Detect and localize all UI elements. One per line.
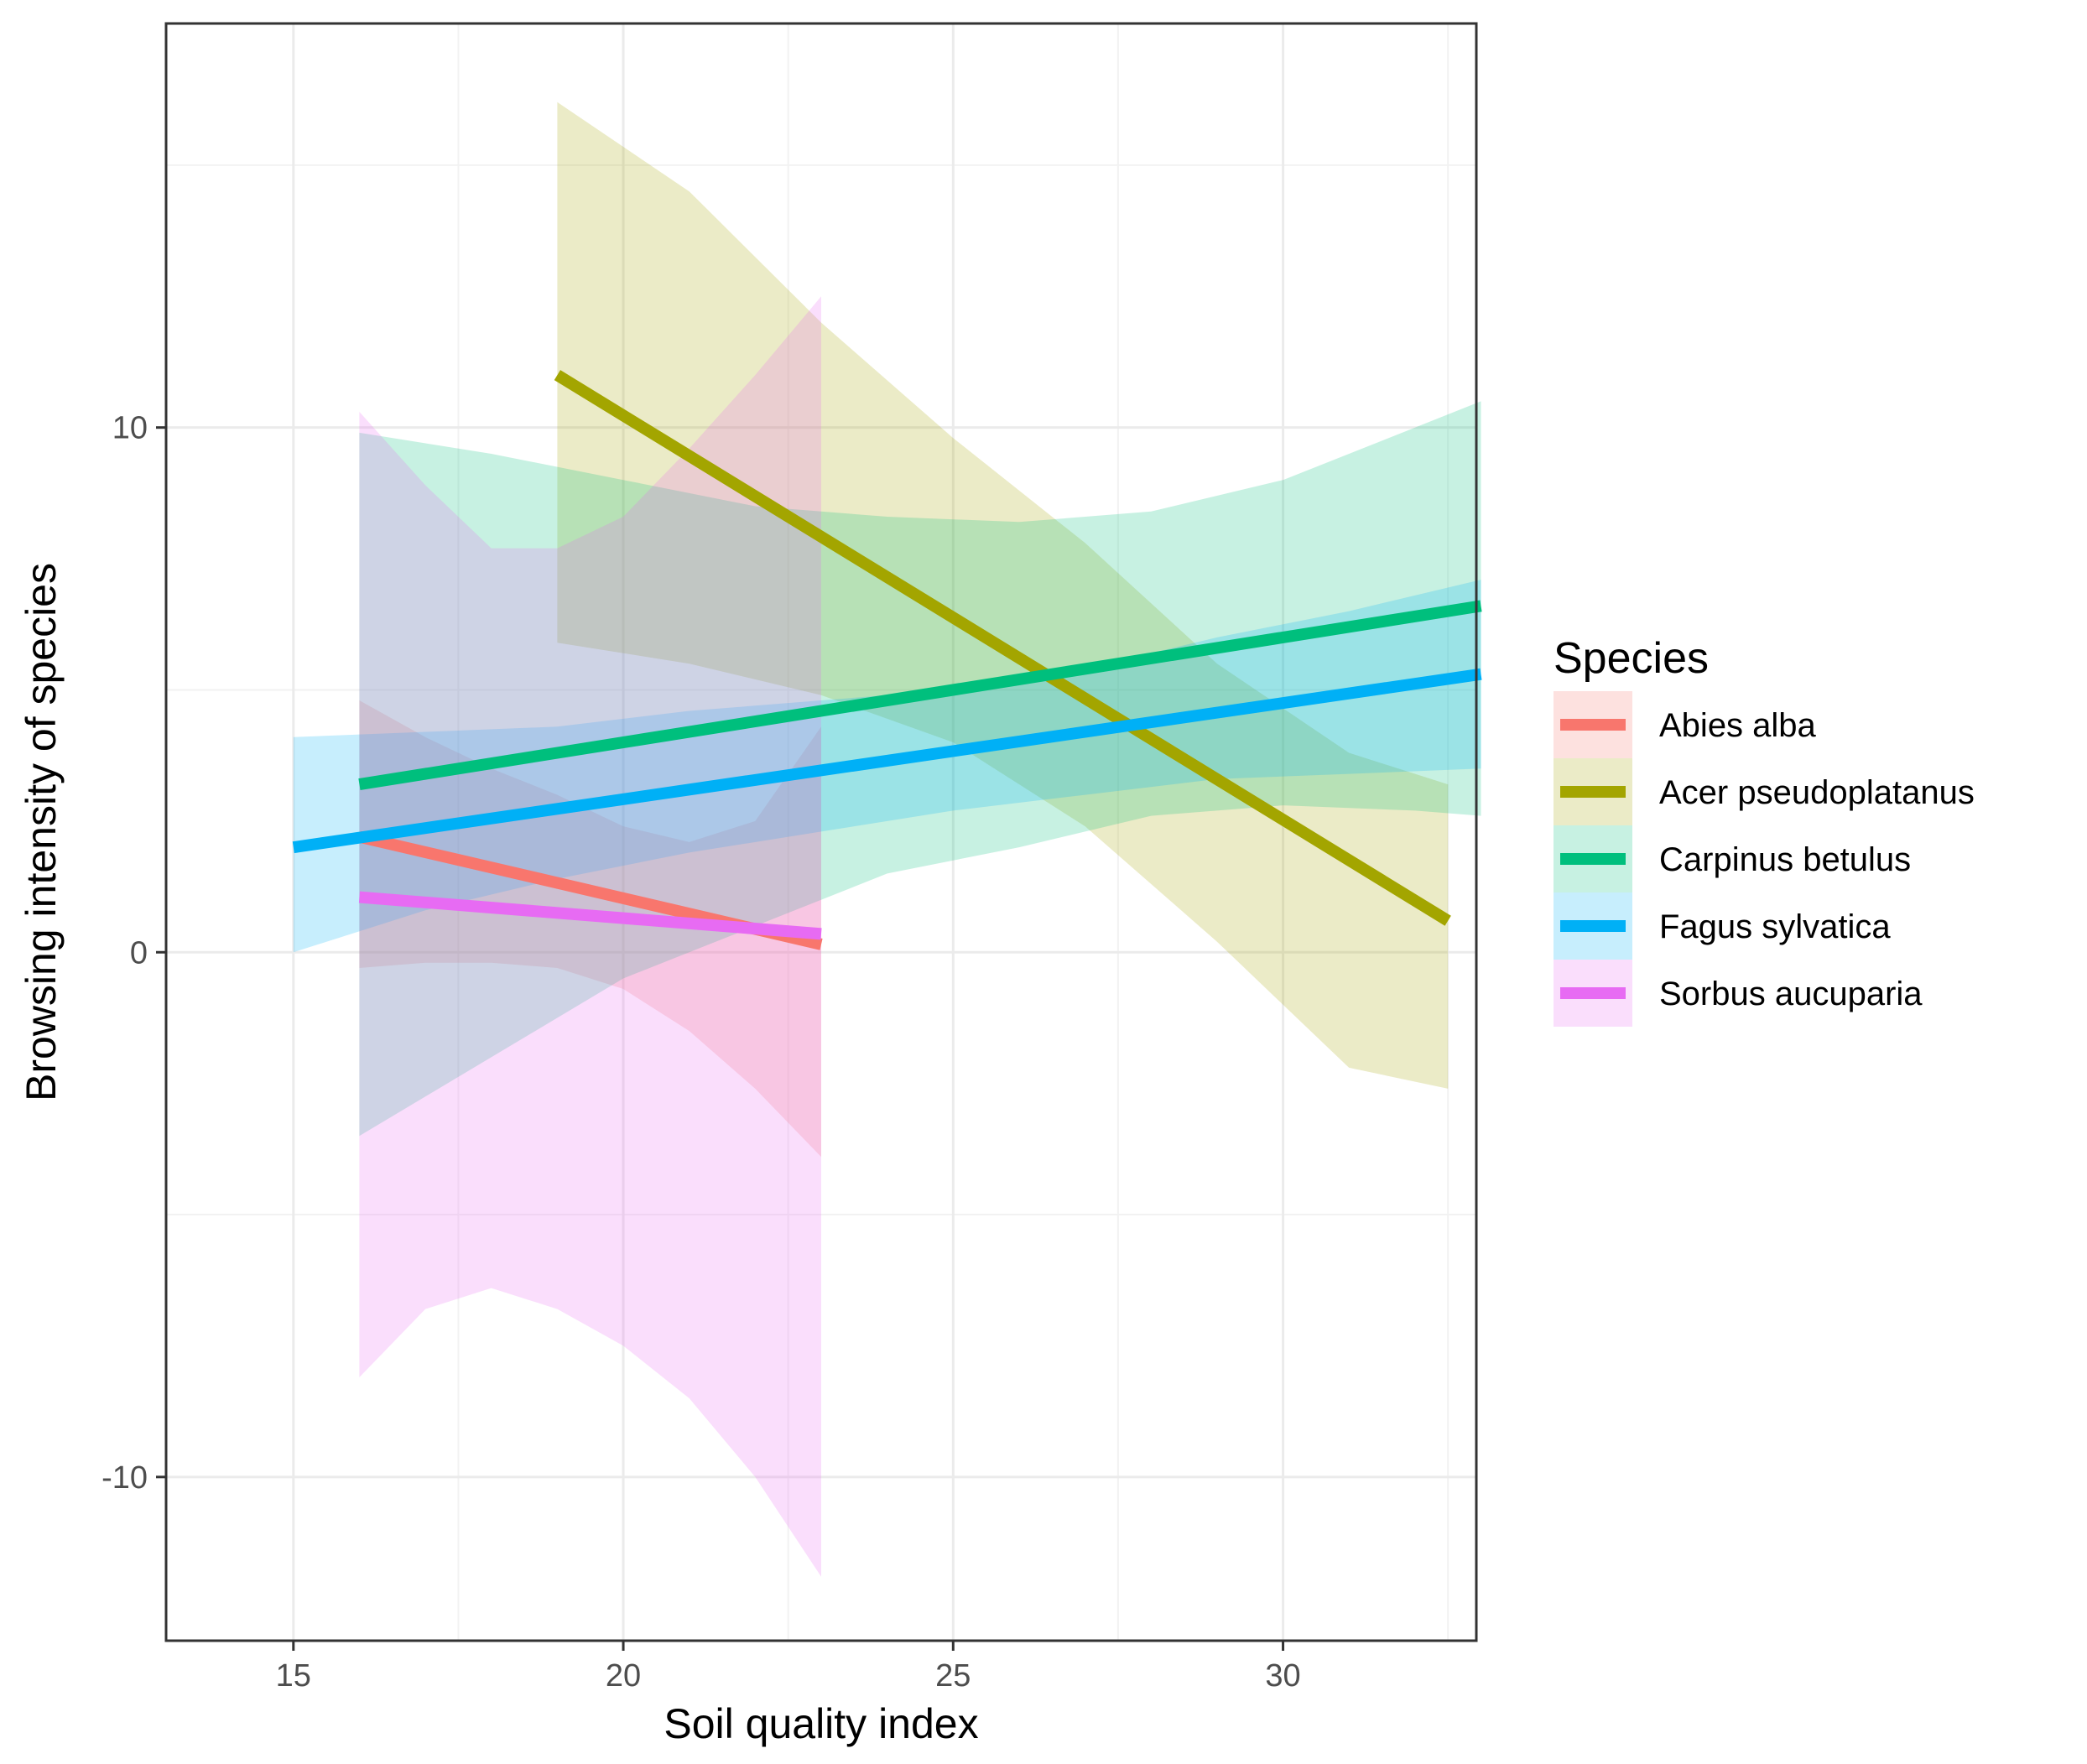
x-tick-label: 15: [276, 1658, 311, 1694]
confidence-bands: [293, 101, 1481, 1577]
x-axis-title: Soil quality index: [664, 1700, 978, 1747]
regression-line-2: [358, 600, 1482, 790]
regression-line-1: [554, 370, 1451, 926]
regression-line-4: [358, 891, 822, 940]
plot-panel-border: [164, 22, 1478, 1642]
axis-ticks: 15 20 25 30 -10 0 10: [101, 411, 1301, 1694]
legend-item: Acer pseudoplatanus: [1554, 758, 1975, 825]
legend: Species Abies alba Acer pseudoplatanus Car…: [1554, 634, 1975, 1027]
legend-label: Sorbus aucuparia: [1659, 976, 1923, 1012]
legend-label: Carpinus betulus: [1659, 841, 1911, 878]
legend-label: Abies alba: [1659, 707, 1817, 744]
legend-label: Acer pseudoplatanus: [1659, 774, 1975, 811]
confidence-band-2: [359, 401, 1481, 1137]
confidence-band-0: [359, 700, 821, 1158]
confidence-band-4: [359, 296, 821, 1577]
y-tick-label: -10: [101, 1460, 148, 1496]
grid-layer: [166, 23, 1476, 1641]
y-axis-title: Browsing intensity of species: [18, 563, 65, 1101]
legend-item: Abies alba: [1554, 691, 1817, 758]
x-tick-label: 25: [935, 1658, 971, 1694]
confidence-band-1: [557, 101, 1449, 1089]
x-tick-label: 20: [606, 1658, 641, 1694]
y-tick-label: 10: [112, 411, 148, 446]
y-tick-label: 0: [130, 935, 148, 970]
regression-line-3: [292, 668, 1482, 854]
regression-lines: [292, 370, 1482, 950]
legend-item: Sorbus aucuparia: [1554, 960, 1923, 1027]
legend-label: Fagus sylvatica: [1659, 908, 1891, 945]
x-tick-label: 30: [1265, 1658, 1300, 1694]
legend-item: Carpinus betulus: [1554, 825, 1911, 892]
legend-title: Species: [1554, 634, 1709, 683]
legend-item: Fagus sylvatica: [1554, 892, 1891, 960]
